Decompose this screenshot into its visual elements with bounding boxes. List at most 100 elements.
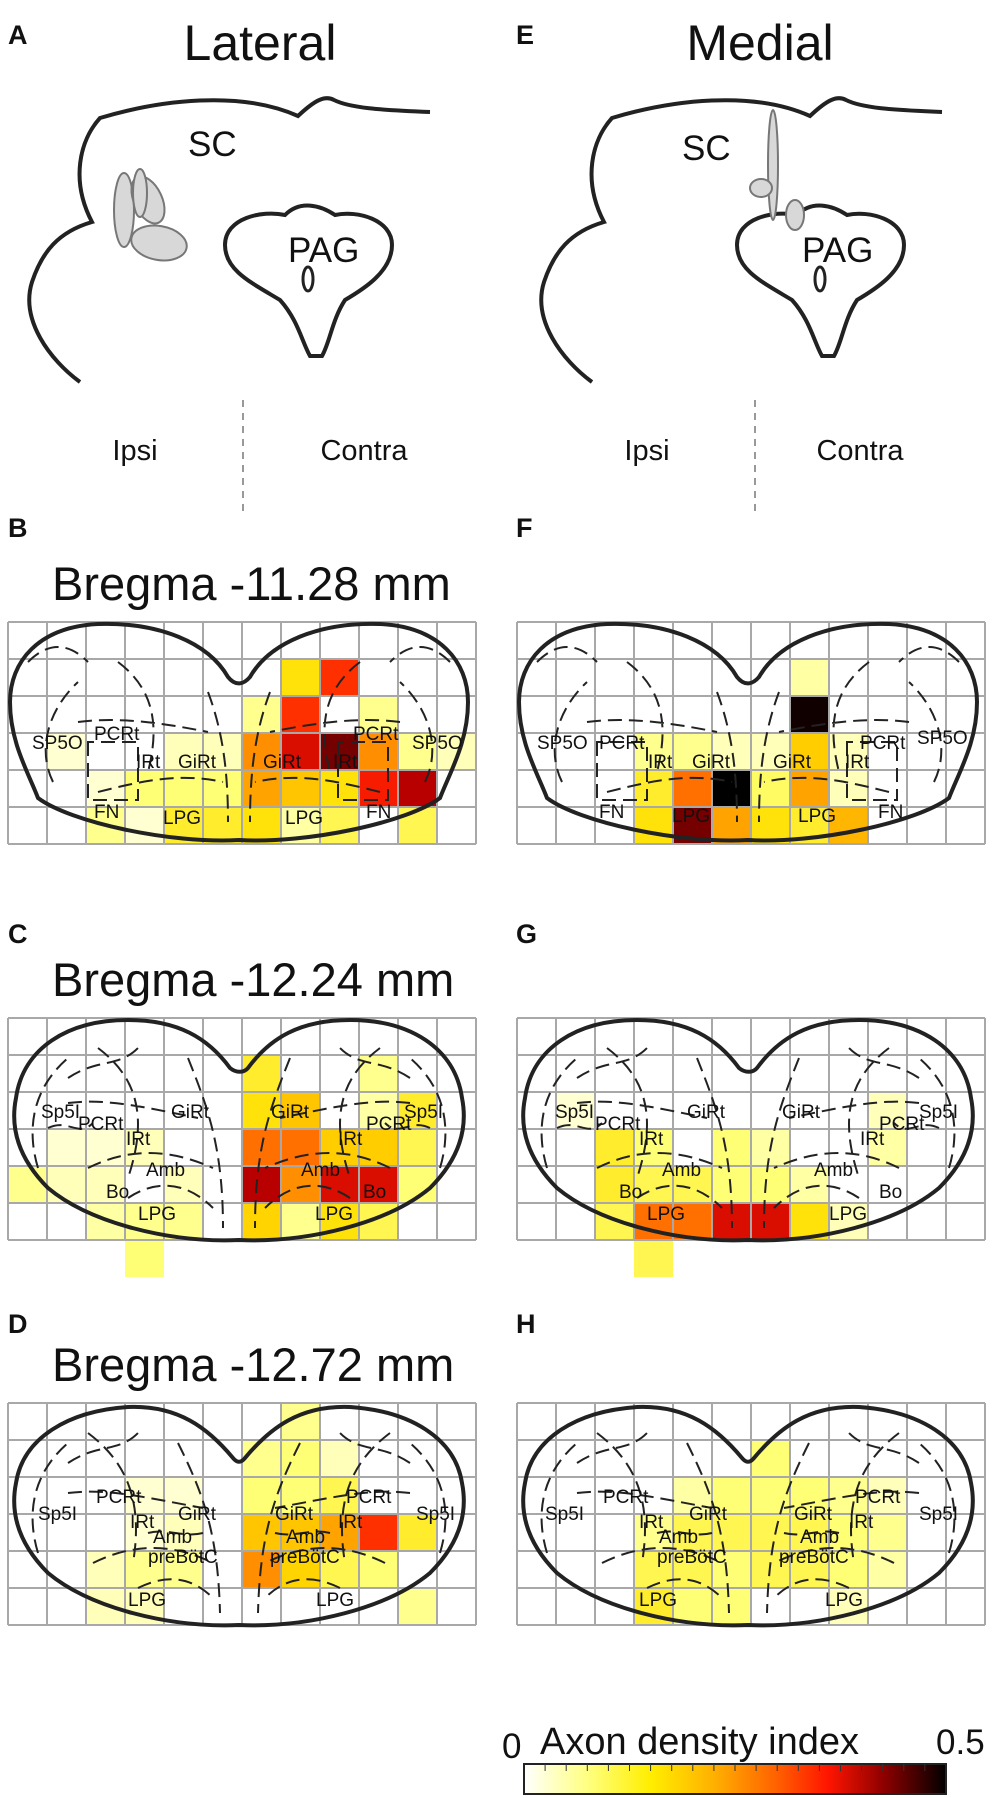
- heatmap-cell: [281, 733, 320, 770]
- region-label: PCRt: [879, 1114, 925, 1135]
- region-label: IRt: [845, 752, 870, 773]
- pag-outline: [222, 203, 395, 358]
- region-label: Amb: [662, 1160, 701, 1181]
- panel-f: SP5O PCRt IRt GiRt GiRt IRt PCRt SP5O FN…: [516, 621, 986, 845]
- colorbar-max-label: 0.5: [936, 1723, 985, 1762]
- heatmap-cell: [164, 733, 203, 770]
- heatmap-cell: [595, 1129, 634, 1166]
- region-label: IRt: [849, 1512, 874, 1533]
- heatmap-cell: [320, 1129, 359, 1166]
- heatmap-cell: [673, 1203, 712, 1240]
- label-contra-lateral: Contra: [320, 435, 408, 467]
- region-labels: SP5O PCRt IRt GiRt GiRt IRt PCRt SP5O FN…: [537, 728, 968, 827]
- label-sc-medial: SC: [682, 129, 731, 168]
- title-lateral: Lateral: [184, 15, 337, 71]
- heatmap-cell: [320, 1166, 359, 1203]
- region-label: PCRt: [366, 1114, 412, 1135]
- region-label: IRt: [860, 1129, 885, 1150]
- region-label: GiRt: [782, 1102, 821, 1123]
- heatmap-cell: [712, 1551, 751, 1588]
- heatmap-cell: [47, 1166, 86, 1203]
- heatmap-cell: [320, 770, 359, 807]
- heatmap-cell: [398, 770, 437, 807]
- heatmap-cell: [320, 733, 359, 770]
- heatmap-cell: [751, 1514, 790, 1551]
- heatmap-cell: [47, 1129, 86, 1166]
- region-label: PCRt: [599, 733, 645, 754]
- heatmap-cell: [320, 1551, 359, 1588]
- heatmap-cell: [712, 770, 751, 807]
- heatmap-cell: [868, 1551, 907, 1588]
- region-label: GiRt: [178, 752, 217, 773]
- heatmap-cell: [242, 1055, 281, 1092]
- heatmap-cell: [868, 1477, 907, 1514]
- injection-site-1: [767, 109, 779, 221]
- injection-site-3: [785, 199, 805, 231]
- region-label: IRt: [648, 752, 673, 773]
- panel-letter-b: B: [8, 513, 28, 543]
- region-label: PCRt: [78, 1114, 124, 1135]
- colorbar-min-label: 0: [502, 1727, 521, 1766]
- region-label: Amb: [814, 1160, 853, 1181]
- region-label: LPG: [128, 1590, 166, 1611]
- heatmap-cell: [868, 1129, 907, 1166]
- region-label: PCRt: [595, 1114, 641, 1135]
- heatmap-cell: [712, 733, 751, 770]
- heatmap-cell: [556, 1092, 595, 1129]
- heatmap-cell: [712, 1514, 751, 1551]
- heatmap-cell: [790, 696, 829, 733]
- title-medial: Medial: [686, 15, 833, 71]
- heatmap-cell: [242, 1203, 281, 1240]
- panel-letter-a: A: [8, 20, 28, 50]
- heatmap-cell: [242, 1440, 281, 1477]
- bregma-label-d: Bregma -12.72 mm: [52, 1338, 454, 1391]
- grid: [7, 1402, 477, 1626]
- panel-letter-f: F: [516, 513, 533, 543]
- region-label: preBötC: [148, 1547, 218, 1568]
- label-ipsi-medial: Ipsi: [624, 435, 669, 467]
- region-label: FN: [94, 802, 119, 823]
- panel-b: SP5O PCRt IRt GiRt GiRt IRt PCRt SP5O FN…: [7, 621, 477, 845]
- heatmap-cell: [751, 733, 790, 770]
- heatmap-cell: [320, 807, 359, 844]
- region-label: Sp5I: [416, 1504, 455, 1525]
- heatmap-cell: [242, 1514, 281, 1551]
- heatmap-cell: [673, 770, 712, 807]
- nucleus-boundaries: [31, 1047, 447, 1229]
- heatmap-cell: [790, 659, 829, 696]
- heatmap-cell: [751, 1477, 790, 1514]
- region-labels: SP5O PCRt IRt GiRt GiRt IRt PCRt SP5O FN…: [32, 724, 463, 829]
- panel-letter-d: D: [8, 1309, 28, 1339]
- region-label: Sp5I: [919, 1102, 958, 1123]
- section-outline: [516, 621, 980, 843]
- region-label: Amb: [301, 1160, 340, 1181]
- heatmap-cell: [125, 1240, 164, 1277]
- aqueduct: [813, 265, 827, 293]
- heatmap-cell: [673, 1551, 712, 1588]
- section-outline: [12, 1404, 466, 1628]
- region-label: IRt: [639, 1129, 664, 1150]
- nucleus-boundaries: [44, 661, 434, 823]
- heatmap-cell: [634, 1129, 673, 1166]
- region-label: Amb: [153, 1527, 192, 1548]
- region-label: Amb: [146, 1160, 185, 1181]
- nucleus-boundaries: [31, 1432, 447, 1614]
- region-label: PCRt: [346, 1487, 392, 1508]
- label-pag-lateral: PAG: [288, 231, 359, 270]
- region-label: Bo: [879, 1182, 902, 1203]
- region-label: LPG: [285, 808, 323, 829]
- heatmap-cell: [398, 1129, 437, 1166]
- injection-site-3: [130, 224, 188, 262]
- heatmap-cell: [203, 733, 242, 770]
- heatmap-cell: [359, 1129, 398, 1166]
- heatmap-cell: [790, 1166, 829, 1203]
- region-label: IRt: [136, 752, 161, 773]
- aqueduct: [301, 265, 315, 293]
- region-label: SP5O: [412, 733, 463, 754]
- injection-site-4: [132, 168, 148, 218]
- heatmap-cell: [751, 1166, 790, 1203]
- region-label: IRt: [338, 1129, 363, 1150]
- heatmap-cell: [281, 696, 320, 733]
- region-label: preBötC: [657, 1547, 727, 1568]
